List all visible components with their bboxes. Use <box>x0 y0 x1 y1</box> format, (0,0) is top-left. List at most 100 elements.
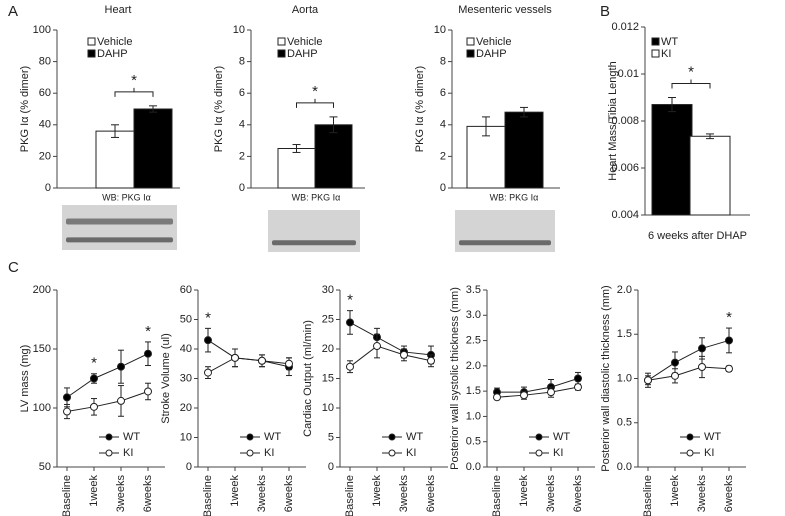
y-tick-label: 20 <box>322 343 334 355</box>
panel-letter: C <box>8 259 19 276</box>
y-tick-label: 0.0 <box>617 461 632 473</box>
legend-marker <box>535 433 543 441</box>
series-line <box>207 357 290 374</box>
significance-bracket <box>296 98 334 108</box>
y-tick-label: 0 <box>186 461 192 473</box>
point <box>547 388 555 397</box>
y-tick-label: 20 <box>180 402 192 414</box>
y-axis-label: Cardiac Output (ml/min) <box>302 320 314 437</box>
y-tick-label: 10 <box>233 24 245 36</box>
y-tick-label: 80 <box>39 56 51 68</box>
point <box>574 383 582 392</box>
x-tick-label: 6weeks <box>723 475 735 513</box>
significance: * <box>205 309 211 326</box>
x-tick-label: 6weeks <box>283 475 295 513</box>
point <box>258 356 266 365</box>
point <box>427 356 435 365</box>
legend-label: DAHP <box>476 48 507 60</box>
legend-marker <box>246 433 254 441</box>
y-tick-label: 8 <box>440 56 446 68</box>
y-tick-label: 150 <box>33 343 51 355</box>
y-tick-label: 15 <box>322 372 334 384</box>
series-line <box>647 366 730 381</box>
legend-swatch <box>87 49 96 58</box>
y-axis-label: LV mass (mg) <box>19 345 31 413</box>
y-tick-label: 10 <box>322 402 334 414</box>
x-tick-label: Baseline <box>491 475 503 516</box>
significance-bracket <box>114 87 154 97</box>
y-tick-label: 4 <box>440 119 446 131</box>
series-line <box>66 391 149 413</box>
x-tick-label: 1week <box>518 475 530 507</box>
y-axis-label: Stroke Volume (ul) <box>160 333 172 423</box>
significance: * <box>726 309 732 326</box>
y-axis-label: PKG Iα (% dimer) <box>414 66 426 152</box>
series-line <box>349 345 432 368</box>
y-tick-label: 0.0 <box>466 461 481 473</box>
point <box>698 362 706 371</box>
point <box>117 396 125 405</box>
point <box>231 353 239 362</box>
point <box>725 364 733 373</box>
x-tick-label: 3weeks <box>696 475 708 513</box>
significance: * <box>91 355 97 372</box>
y-tick-label: 1.0 <box>617 372 632 384</box>
point <box>204 336 212 345</box>
y-tick-label: 6 <box>239 87 245 99</box>
y-tick-label: 3.5 <box>466 284 481 296</box>
series-line <box>497 378 579 393</box>
point <box>671 371 679 380</box>
series-line <box>647 339 730 381</box>
y-tick-label: 0.006 <box>611 162 639 174</box>
blot-label: WB: PKG Iα <box>292 192 341 202</box>
blot-image <box>268 210 360 252</box>
x-tick-label: Baseline <box>642 475 654 516</box>
y-tick-label: 0 <box>45 182 51 194</box>
chart-title: Aorta <box>292 4 319 16</box>
bar <box>314 124 353 189</box>
bar <box>689 135 731 216</box>
point <box>644 376 652 385</box>
y-axis-label: PKG Iα (% dimer) <box>213 66 225 152</box>
point <box>346 318 354 327</box>
legend-swatch <box>466 49 475 58</box>
chart-title: Heart <box>105 4 132 16</box>
legend-swatch <box>87 37 96 46</box>
y-tick-label: 50 <box>180 313 192 325</box>
legend-label: WT <box>406 431 423 443</box>
y-tick-label: 0.008 <box>611 115 639 127</box>
point <box>285 359 293 368</box>
point <box>346 362 354 371</box>
blot-label: WB: PKG Iα <box>102 192 151 202</box>
point <box>520 391 528 400</box>
legend-label: KI <box>406 447 416 459</box>
legend-label: Vehicle <box>476 36 511 48</box>
blot-image <box>62 205 177 250</box>
y-tick-label: 40 <box>180 343 192 355</box>
y-tick-label: 6 <box>440 87 446 99</box>
y-tick-label: 200 <box>33 284 51 296</box>
blot-label: WB: PKG Iα <box>490 192 539 202</box>
blot-band <box>272 240 356 246</box>
significance-bracket <box>671 79 711 89</box>
legend-swatch <box>277 37 286 46</box>
point <box>90 402 98 411</box>
bar <box>95 130 135 189</box>
y-tick-label: 0.01 <box>618 68 639 80</box>
y-axis-label: Heart Mass/Tibia Length <box>607 61 619 180</box>
legend-marker <box>686 449 694 457</box>
legend-marker <box>105 433 113 441</box>
x-tick-label: 3weeks <box>398 475 410 513</box>
y-tick-label: 0 <box>239 182 245 194</box>
legend-swatch <box>651 49 660 58</box>
x-tick-label: 6weeks <box>425 475 437 513</box>
y-tick-label: 100 <box>33 24 51 36</box>
legend-label: WT <box>704 431 721 443</box>
point <box>204 368 212 377</box>
y-tick-label: 1.5 <box>466 385 481 397</box>
y-tick-label: 40 <box>39 119 51 131</box>
legend-swatch <box>466 37 475 46</box>
legend-label: DAHP <box>287 48 318 60</box>
legend-label: WT <box>553 431 570 443</box>
